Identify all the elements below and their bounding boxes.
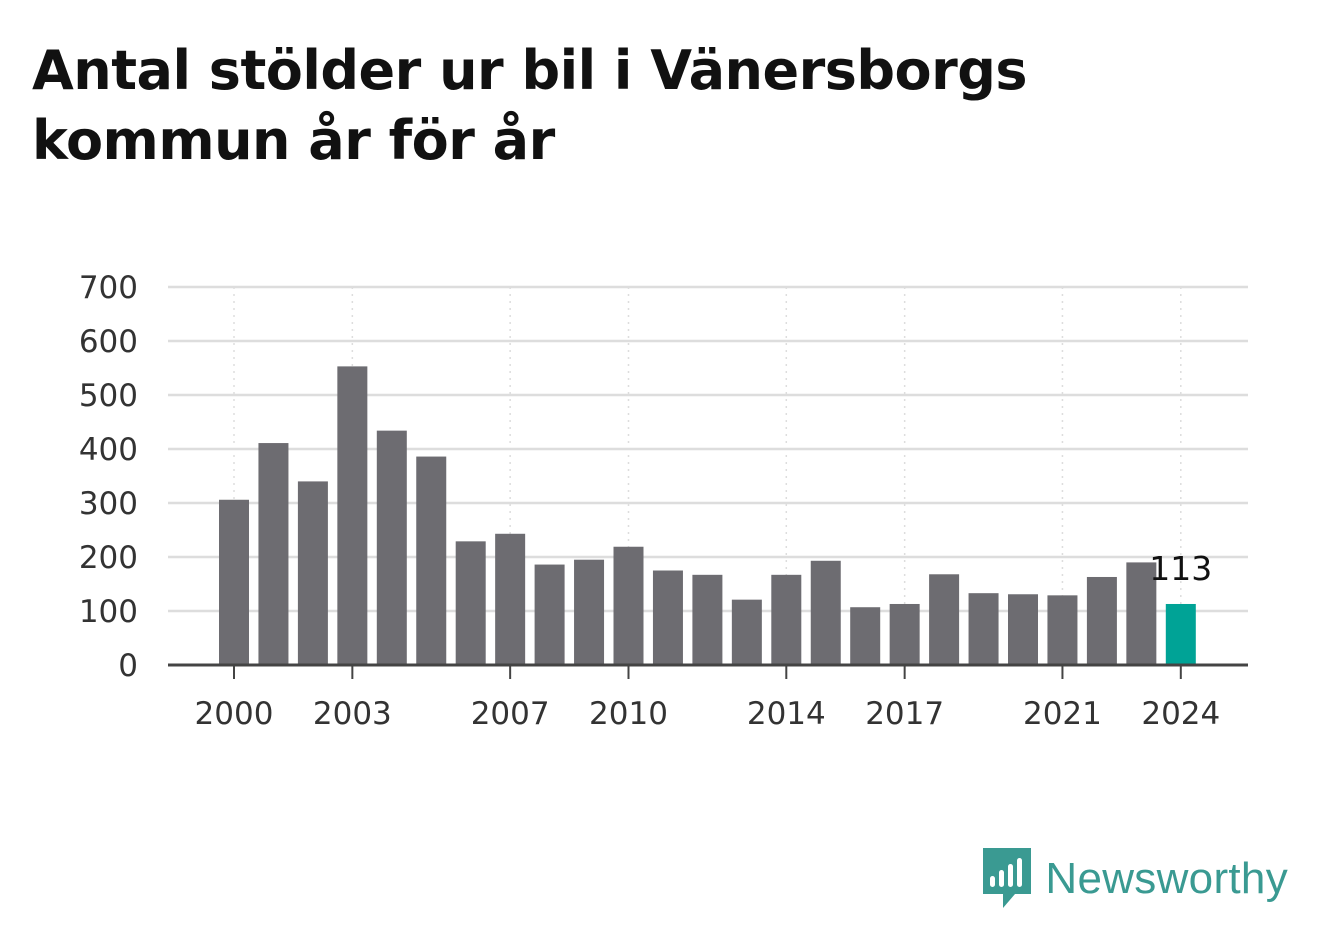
chart-title: Antal stölder ur bil i Vänersborgs kommu…: [32, 39, 1028, 172]
data-labels: 113: [1149, 549, 1212, 588]
x-tick-label: 2014: [747, 696, 826, 732]
x-tick-label: 2017: [865, 696, 944, 732]
y-tick-label: 300: [79, 486, 138, 522]
bar-2002: [297, 481, 328, 665]
bar-2010: [613, 546, 644, 665]
bar-2009: [574, 559, 605, 665]
bar-2024: [1165, 603, 1196, 665]
y-tick-label: 200: [79, 540, 138, 576]
bar-2018: [929, 574, 960, 665]
bar-2016: [850, 607, 881, 665]
bar-2014: [771, 574, 802, 665]
bar-2008: [534, 564, 565, 665]
bar-2019: [968, 593, 999, 665]
bar-2004: [376, 430, 407, 665]
y-tick-label: 400: [79, 432, 138, 468]
y-tick-label: 0: [118, 648, 138, 684]
x-tick-label: 2000: [195, 696, 274, 732]
bar-2013: [731, 599, 762, 665]
bar-2021: [1047, 595, 1078, 665]
bar-2006: [455, 541, 486, 665]
y-tick-label: 500: [79, 378, 138, 414]
bar-2005: [416, 456, 447, 665]
x-tick-label: 2024: [1141, 696, 1220, 732]
bar-2007: [495, 533, 526, 665]
bar-2015: [810, 560, 841, 665]
bar-2017: [889, 603, 920, 665]
x-tick-label: 2007: [471, 696, 550, 732]
data-label-2024: 113: [1149, 549, 1212, 588]
bar-2020: [1008, 594, 1038, 665]
x-tick-label: 2003: [313, 696, 392, 732]
newsworthy-brand: Newsworthy: [983, 848, 1288, 910]
x-tick-label: 2010: [589, 696, 668, 732]
bar-2011: [652, 570, 683, 665]
bar-2003: [337, 366, 368, 665]
bar-2012: [692, 574, 723, 665]
brand-name: Newsworthy: [1045, 854, 1288, 903]
bar-2022: [1086, 576, 1117, 665]
bar-2001: [258, 443, 289, 665]
bar-2023: [1126, 562, 1157, 665]
bar-2000: [219, 499, 249, 665]
axes: 0 100 200 300 400 500 600 700 2000 2003 2007 2010 20…: [79, 270, 1248, 732]
y-tick-label: 100: [79, 594, 138, 630]
newsworthy-logo-icon: [983, 848, 1032, 908]
bars: [219, 366, 1196, 665]
y-tick-label: 700: [79, 270, 138, 306]
y-tick-label: 600: [79, 324, 138, 360]
bar-chart: 0 100 200 300 400 500 600 700 2000 2003 2007 2010 20…: [79, 270, 1248, 732]
x-tick-label: 2021: [1023, 696, 1102, 732]
